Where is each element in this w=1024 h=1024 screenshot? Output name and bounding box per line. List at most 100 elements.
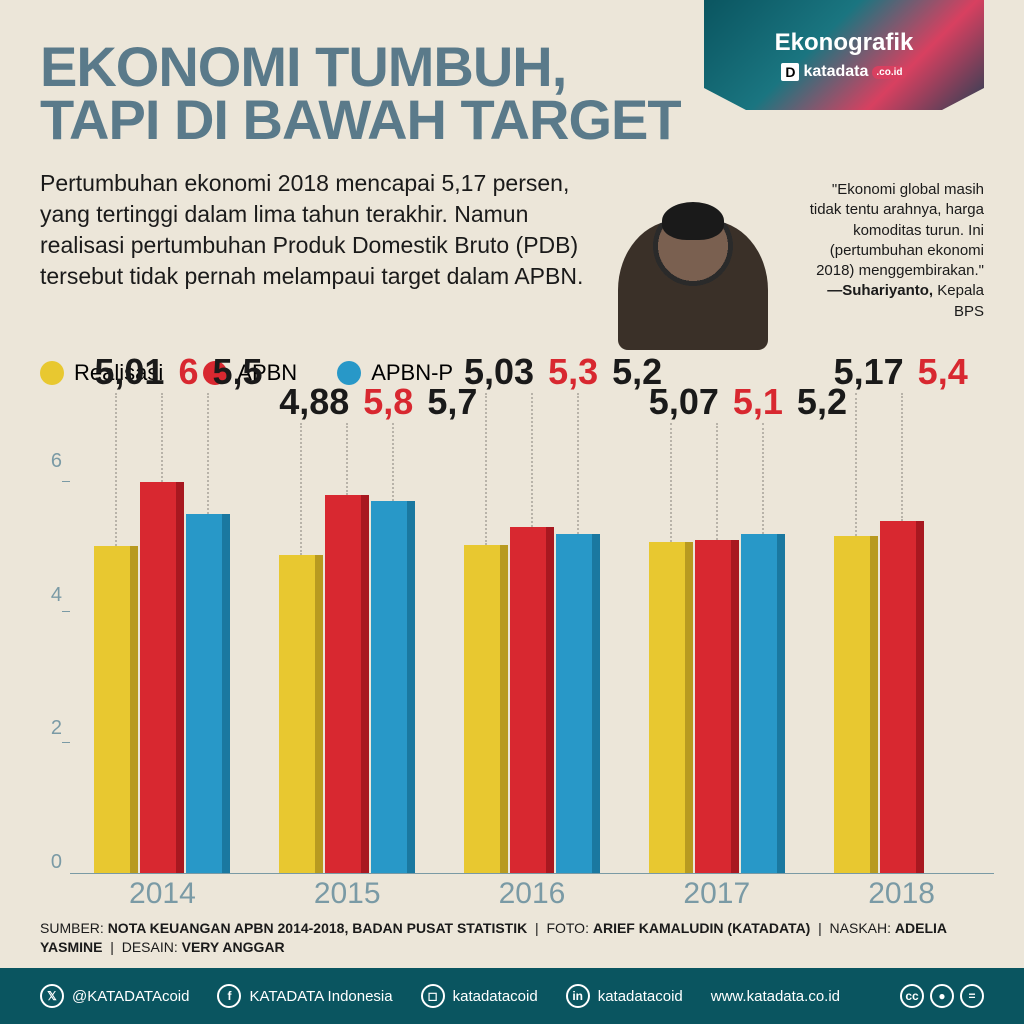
x-axis-label: 2014 (129, 877, 196, 911)
bar (649, 542, 693, 873)
bar (695, 540, 739, 873)
leader-line (670, 423, 672, 542)
credit-label: FOTO: (546, 920, 592, 936)
x-axis-label: 2017 (683, 877, 750, 911)
leader-line (577, 393, 579, 534)
twitter-icon: 𝕏 (40, 984, 64, 1008)
bar-value-label: 5,07 (649, 381, 719, 423)
bar (325, 495, 369, 873)
social-twitter: 𝕏 @KATADATAcoid (40, 984, 189, 1008)
quote-role: Kepala BPS (937, 282, 984, 319)
bar (880, 521, 924, 873)
bar-value-label: 5,8 (363, 381, 413, 423)
year-group (464, 527, 600, 873)
bar-value-label: 5,4 (918, 351, 968, 393)
facebook-handle: KATADATA Indonesia (249, 988, 392, 1005)
leader-line (485, 393, 487, 545)
year-group (649, 534, 785, 873)
year-group (279, 495, 415, 873)
bar (94, 546, 138, 873)
bar-value-label: 5,1 (733, 381, 783, 423)
page-title: EKONOMI TUMBUH, TAPI DI BAWAH TARGET (40, 40, 681, 146)
bar-value-label: 6 (178, 351, 198, 393)
banner-title: Ekonografik (775, 29, 914, 57)
x-axis-label: 2015 (314, 877, 381, 911)
facebook-icon: f (217, 984, 241, 1008)
title-line-2: TAPI DI BAWAH TARGET (40, 93, 681, 146)
x-axis-label: 2018 (868, 877, 935, 911)
person-photo (615, 175, 770, 350)
bar-value-label: 5,17 (834, 351, 904, 393)
bar (510, 527, 554, 873)
bar (834, 536, 878, 873)
website-url: www.katadata.co.id (711, 988, 840, 1005)
quote-block: "Ekonomi global masih tidak tentu arahny… (804, 180, 984, 322)
by-icon: ● (930, 984, 954, 1008)
grid-tick (62, 611, 70, 612)
brand-suffix: .co.id (872, 66, 906, 79)
year-group (834, 521, 924, 873)
credit-value: NOTA KEUANGAN APBN 2014-2018, BADAN PUSA… (108, 920, 528, 936)
quote-name: —Suhariyanto, (827, 282, 933, 299)
quote-attribution: —Suhariyanto, Kepala BPS (804, 281, 984, 322)
y-axis: 6 4 2 0 (32, 450, 62, 874)
bar (140, 482, 184, 873)
credit-value: ARIEF KAMALUDIN (KATADATA) (593, 920, 810, 936)
y-tick-label: 2 (51, 717, 62, 740)
leader-line (346, 423, 348, 495)
bar (464, 545, 508, 873)
linkedin-icon: in (566, 984, 590, 1008)
leader-line (161, 393, 163, 482)
credit-label: SUMBER: (40, 920, 108, 936)
leader-line (115, 393, 117, 546)
leader-line (207, 393, 209, 514)
value-row: 5,075,15,2 (649, 381, 861, 423)
credit-value: VERY ANGGAR (182, 939, 285, 955)
title-line-1: EKONOMI TUMBUH, (40, 40, 681, 93)
bar-value-label: 5,03 (464, 351, 534, 393)
credit-label: DESAIN: (122, 939, 182, 955)
bar-value-label: 4,88 (279, 381, 349, 423)
license-icons: cc ● = (900, 984, 984, 1008)
banner-brand: D katadata .co.id (781, 63, 906, 81)
grid-tick (62, 742, 70, 743)
leader-line (531, 393, 533, 527)
bar-value-label: 5,01 (94, 351, 164, 393)
plot-area: 5,0165,520144,885,85,720155,035,35,22016… (70, 450, 994, 874)
brand-icon: D (781, 63, 799, 81)
leader-line (716, 423, 718, 540)
credits: SUMBER: NOTA KEUANGAN APBN 2014-2018, BA… (40, 919, 984, 958)
value-row: 5,01 6 5,5 (94, 351, 276, 393)
value-row: 4,885,85,7 (279, 381, 491, 423)
y-tick-label: 4 (51, 584, 62, 607)
social-instagram: ◻katadatacoid (421, 984, 538, 1008)
bar (279, 555, 323, 873)
value-row: 5,035,35,2 (464, 351, 676, 393)
bar-chart: 6 4 2 0 5,0165,520144,885,85,720155,035,35,… (20, 400, 1004, 914)
bar (556, 534, 600, 873)
legend-dot (40, 361, 64, 385)
y-tick-label: 0 (51, 851, 62, 874)
brand-text: katadata (803, 63, 868, 81)
y-tick-label: 6 (51, 450, 62, 473)
quote-text: "Ekonomi global masih tidak tentu arahny… (804, 180, 984, 281)
credit-label: NASKAH: (830, 920, 895, 936)
leader-line (392, 423, 394, 501)
subtitle: Pertumbuhan ekonomi 2018 mencapai 5,17 p… (40, 168, 610, 292)
x-axis-label: 2016 (499, 877, 566, 911)
twitter-handle: @KATADATAcoid (72, 988, 189, 1005)
leader-line (855, 393, 857, 536)
leader-line (901, 393, 903, 521)
social-facebook: f KATADATA Indonesia (217, 984, 392, 1008)
social-linkedin: in katadatacoid (566, 984, 683, 1008)
nd-icon: = (960, 984, 984, 1008)
leader-line (762, 423, 764, 534)
value-row: 5,17 5,4 (834, 351, 996, 393)
header-banner: Ekonografik D katadata .co.id (704, 0, 984, 110)
footer: 𝕏 @KATADATAcoid f KATADATA Indonesia ◻kata… (0, 968, 1024, 1024)
instagram-handle: katadatacoid (453, 988, 538, 1005)
website: www.katadata.co.id (711, 988, 840, 1005)
leader-line (300, 423, 302, 555)
linkedin-handle: katadatacoid (598, 988, 683, 1005)
bar-value-label: 5,5 (213, 351, 263, 393)
